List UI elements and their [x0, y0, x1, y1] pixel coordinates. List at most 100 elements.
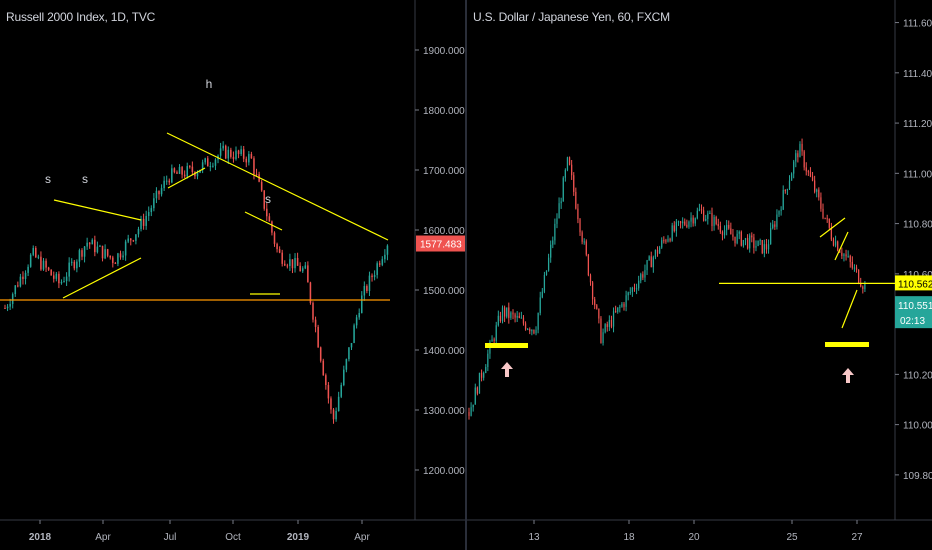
price-candle	[753, 237, 755, 248]
price-candle	[638, 280, 640, 289]
price-candle	[68, 262, 70, 277]
price-candle	[734, 236, 736, 244]
price-candle	[654, 249, 657, 258]
price-candle	[40, 256, 42, 270]
price-candle	[755, 245, 757, 248]
price-candle	[22, 276, 24, 279]
price-candle	[612, 311, 615, 327]
price-candle	[96, 246, 99, 253]
price-candle	[478, 372, 481, 394]
price-candle	[168, 180, 171, 183]
price-candle	[183, 174, 186, 177]
price-candle	[633, 287, 636, 289]
price-candle	[537, 312, 539, 330]
price-candle	[855, 267, 858, 270]
rising-trendline	[62, 257, 142, 299]
price-candle	[127, 238, 129, 242]
price-candle	[826, 218, 828, 220]
price-candle	[163, 180, 165, 189]
price-candle	[514, 314, 516, 318]
price-candle	[160, 188, 163, 195]
price-candle	[717, 223, 719, 227]
price-candle	[230, 149, 232, 157]
price-candle	[224, 145, 227, 159]
price-candle	[556, 218, 558, 224]
price-candle	[314, 319, 317, 327]
price-candle	[811, 176, 814, 181]
price-candle	[531, 329, 533, 332]
y-tick-label: 110.000	[903, 421, 932, 432]
price-candle	[147, 212, 150, 216]
x-tick-label: 27	[851, 532, 863, 543]
price-candle	[86, 242, 88, 247]
price-candle	[42, 260, 45, 270]
russell-chart-panel[interactable]: 1900.000 1800.000 1700.000 1600.000 1500.000…	[0, 0, 465, 550]
price-candle	[527, 329, 529, 331]
price-candle	[824, 217, 826, 219]
support-bar-left	[485, 343, 528, 348]
price-candle	[782, 190, 784, 210]
price-candle	[91, 239, 94, 245]
price-candle	[345, 359, 348, 370]
x-tick-label: Apr	[354, 532, 370, 543]
countdown-label: 02:13	[900, 316, 925, 327]
price-candle	[29, 254, 32, 267]
price-candle	[552, 240, 554, 245]
price-candle	[58, 273, 60, 284]
price-candle	[677, 221, 680, 223]
price-candle	[847, 256, 849, 258]
price-candle	[761, 240, 763, 254]
price-candle	[289, 259, 291, 266]
price-candle	[268, 216, 271, 222]
price-candle	[60, 281, 63, 284]
price-candle	[589, 275, 592, 283]
price-candle	[814, 180, 816, 192]
price-candle	[470, 407, 472, 416]
support-bar-right	[825, 342, 869, 347]
price-candle	[283, 263, 286, 266]
price-candle	[711, 213, 713, 227]
price-candle	[566, 157, 569, 170]
x-tick-label: 25	[786, 532, 798, 543]
price-candle	[596, 305, 598, 309]
price-candle	[627, 292, 629, 296]
usdjpy-chart-panel[interactable]: 111.600 111.400 111.200 111.000 110.800 110.6…	[467, 0, 932, 550]
price-candle	[14, 285, 17, 295]
y-tick-label: 1200.000	[423, 466, 465, 477]
price-candle	[581, 232, 583, 242]
price-candle	[106, 249, 109, 256]
x-tick-label: Apr	[95, 532, 111, 543]
descending-trendline	[166, 132, 389, 241]
price-candle	[682, 221, 684, 224]
right-shoulder-trendline	[244, 211, 283, 231]
price-candle	[4, 308, 6, 309]
price-candle	[673, 225, 675, 231]
price-candle	[631, 287, 634, 292]
price-candle	[485, 366, 487, 373]
price-candle	[135, 234, 137, 241]
price-candle	[757, 240, 759, 246]
price-candle	[610, 320, 613, 327]
price-candle	[598, 308, 600, 319]
price-candle	[579, 219, 581, 233]
y-tick-label: 1600.000	[423, 226, 465, 237]
price-candle	[472, 404, 474, 408]
price-candle	[845, 254, 847, 257]
price-candle	[690, 217, 692, 222]
y-tick-label: 110.600	[903, 270, 932, 281]
price-candle	[671, 225, 673, 241]
price-candle	[384, 254, 386, 260]
price-candle	[206, 158, 209, 167]
usdjpy-chart[interactable]: 111.600 111.400 111.200 111.000 110.800 110.6…	[467, 0, 932, 550]
panel-divider[interactable]	[465, 0, 467, 550]
price-candle	[740, 231, 742, 246]
price-candle	[178, 167, 181, 174]
price-candle	[830, 227, 833, 240]
last-price-label-bg	[895, 296, 932, 329]
price-candle	[705, 218, 707, 221]
russell-chart[interactable]: 1900.000 1800.000 1700.000 1600.000 1500.000…	[0, 0, 465, 550]
last-price-label-bg	[416, 235, 465, 252]
price-candle	[158, 190, 160, 195]
price-candle	[522, 317, 525, 324]
price-candle	[480, 372, 483, 378]
